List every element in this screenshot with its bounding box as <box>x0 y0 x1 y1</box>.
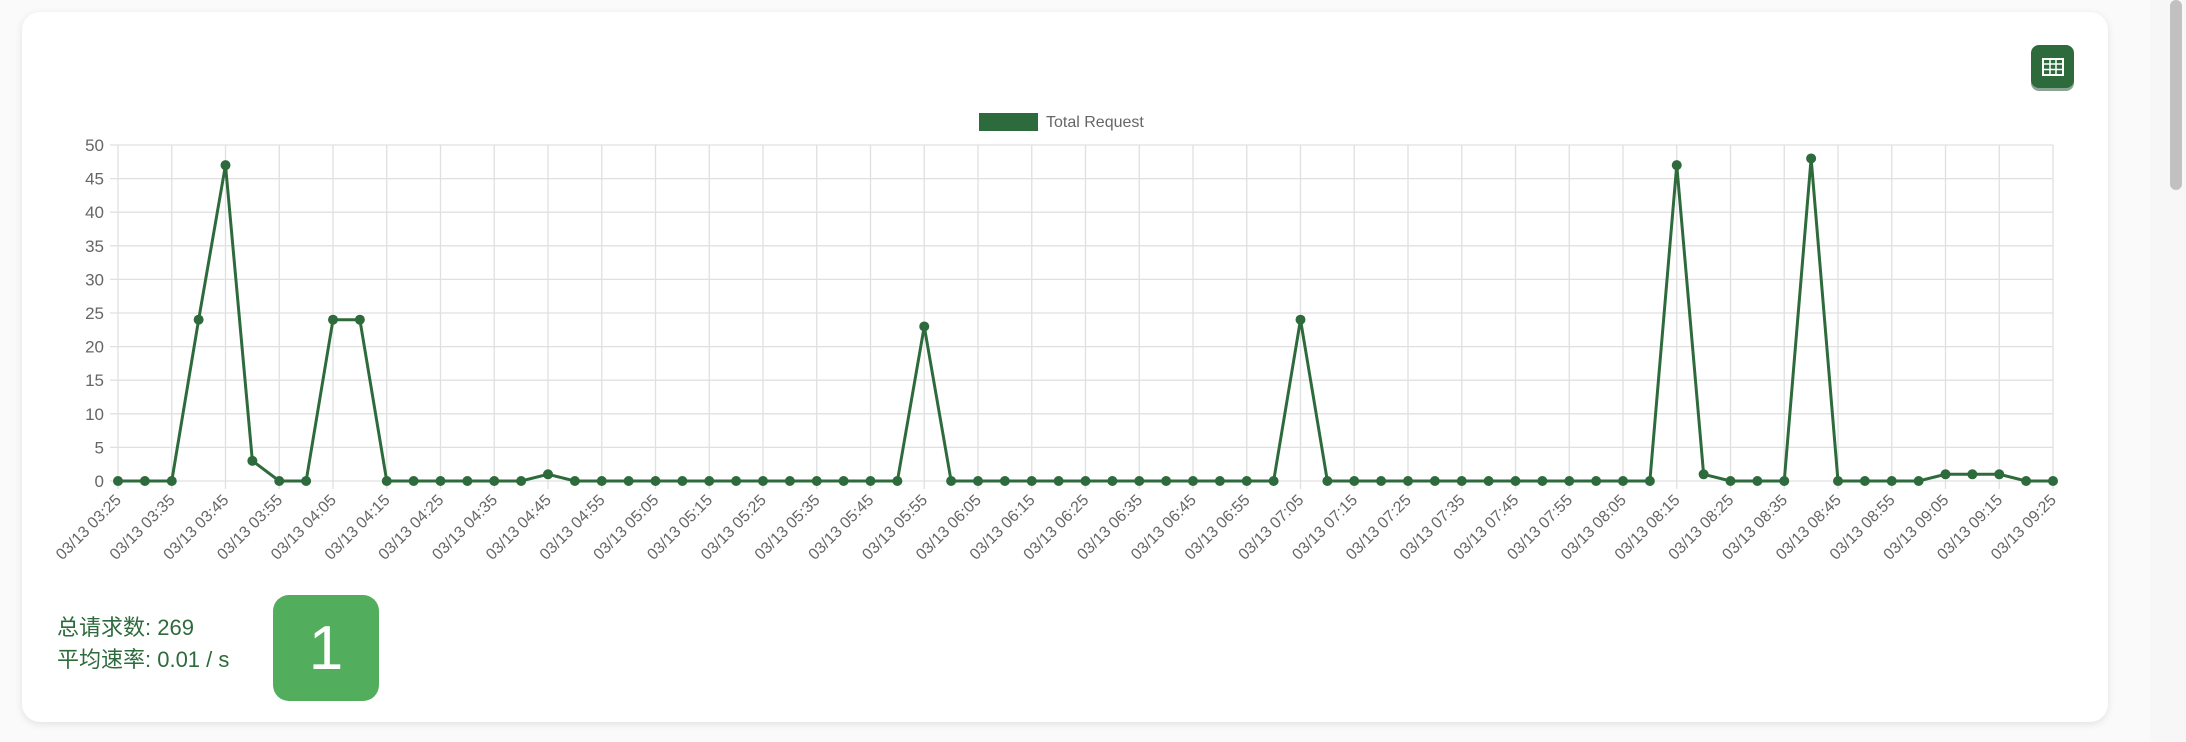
data-point <box>758 476 768 486</box>
data-point <box>435 476 446 486</box>
y-tick-label: 40 <box>85 203 104 222</box>
data-point <box>1698 469 1709 480</box>
data-point <box>838 476 849 486</box>
data-point <box>1644 476 1655 486</box>
data-point <box>704 476 715 486</box>
series-total-request <box>113 153 2058 486</box>
legend: Total Request <box>979 113 1144 131</box>
data-point <box>489 476 500 486</box>
y-tick-label: 25 <box>85 304 104 323</box>
count-badge: 1 <box>273 595 379 701</box>
data-point <box>999 476 1010 486</box>
total-requests: 总请求数: 269 <box>57 615 194 640</box>
y-tick-label: 10 <box>85 405 104 424</box>
data-point <box>220 160 231 171</box>
data-point <box>1188 476 1198 486</box>
data-point <box>1483 476 1494 486</box>
data-point <box>1268 476 1279 486</box>
data-point <box>1241 476 1252 486</box>
data-point <box>1725 476 1736 486</box>
y-tick-label: 0 <box>95 472 104 491</box>
average-rate: 平均速率: 0.01 / s <box>57 647 230 672</box>
data-point <box>865 476 876 486</box>
data-point <box>2048 476 2058 486</box>
data-point <box>193 314 204 325</box>
data-point <box>677 476 688 486</box>
data-point <box>569 476 580 486</box>
data-point <box>919 321 930 332</box>
y-tick-label: 15 <box>85 371 104 390</box>
data-point <box>408 476 419 486</box>
data-point <box>1322 476 1333 486</box>
data-point <box>1107 476 1118 486</box>
data-point <box>139 476 150 486</box>
data-point <box>1214 476 1225 486</box>
data-point <box>274 476 285 486</box>
data-point <box>596 476 607 486</box>
y-axis: 0 5 10 15 20 25 30 35 40 45 50 <box>85 136 104 491</box>
y-tick-label: 50 <box>85 136 104 155</box>
data-point <box>1026 476 1037 486</box>
data-point <box>973 476 983 486</box>
data-point <box>354 314 365 325</box>
data-point <box>381 476 392 486</box>
data-point <box>516 476 527 486</box>
data-point <box>1134 476 1145 486</box>
data-point <box>1779 476 1790 486</box>
data-point <box>1913 476 1924 486</box>
data-point <box>1886 476 1897 486</box>
y-tick-label: 20 <box>85 338 104 357</box>
grid <box>110 144 2054 489</box>
data-point <box>301 476 312 486</box>
data-point <box>166 476 177 486</box>
data-point <box>2021 476 2032 486</box>
data-point <box>1752 476 1763 486</box>
data-point <box>1967 469 1978 480</box>
data-point <box>247 455 258 466</box>
data-point <box>731 476 742 486</box>
data-point <box>113 476 123 486</box>
data-point <box>1591 476 1602 486</box>
data-point <box>1833 476 1843 486</box>
data-point <box>650 476 661 486</box>
data-point <box>543 469 553 480</box>
table-view-button[interactable] <box>2031 45 2074 88</box>
data-point <box>1349 476 1360 486</box>
data-point <box>328 314 338 325</box>
data-point <box>462 476 473 486</box>
data-point <box>1376 476 1387 486</box>
data-point <box>1053 476 1064 486</box>
data-point <box>892 476 903 486</box>
data-point <box>1161 476 1172 486</box>
data-point <box>1295 314 1306 325</box>
legend-label[interactable]: Total Request <box>1046 114 1144 131</box>
y-tick-label: 5 <box>95 438 104 457</box>
data-point <box>1403 476 1413 486</box>
data-point <box>811 476 822 486</box>
table-icon <box>2041 57 2064 76</box>
data-point <box>1859 476 1870 486</box>
data-point <box>784 476 795 486</box>
data-point <box>946 476 957 486</box>
data-point <box>1510 476 1521 486</box>
stats-panel: 总请求数: 269 平均速率: 0.01 / s <box>57 612 229 676</box>
data-point <box>1940 469 1951 480</box>
data-point <box>623 476 634 486</box>
data-point <box>1806 153 1817 164</box>
data-point <box>1429 476 1440 486</box>
data-point <box>1994 469 2005 480</box>
data-point <box>1537 476 1548 486</box>
legend-swatch[interactable] <box>979 113 1038 131</box>
data-point <box>1080 476 1091 486</box>
y-tick-label: 35 <box>85 237 104 256</box>
data-point <box>1564 476 1575 486</box>
data-point <box>1456 476 1467 486</box>
scrollbar-thumb[interactable] <box>2170 0 2182 190</box>
y-tick-label: 45 <box>85 170 104 189</box>
y-tick-label: 30 <box>85 270 104 289</box>
data-point <box>1618 476 1628 486</box>
data-point <box>1671 160 1682 171</box>
